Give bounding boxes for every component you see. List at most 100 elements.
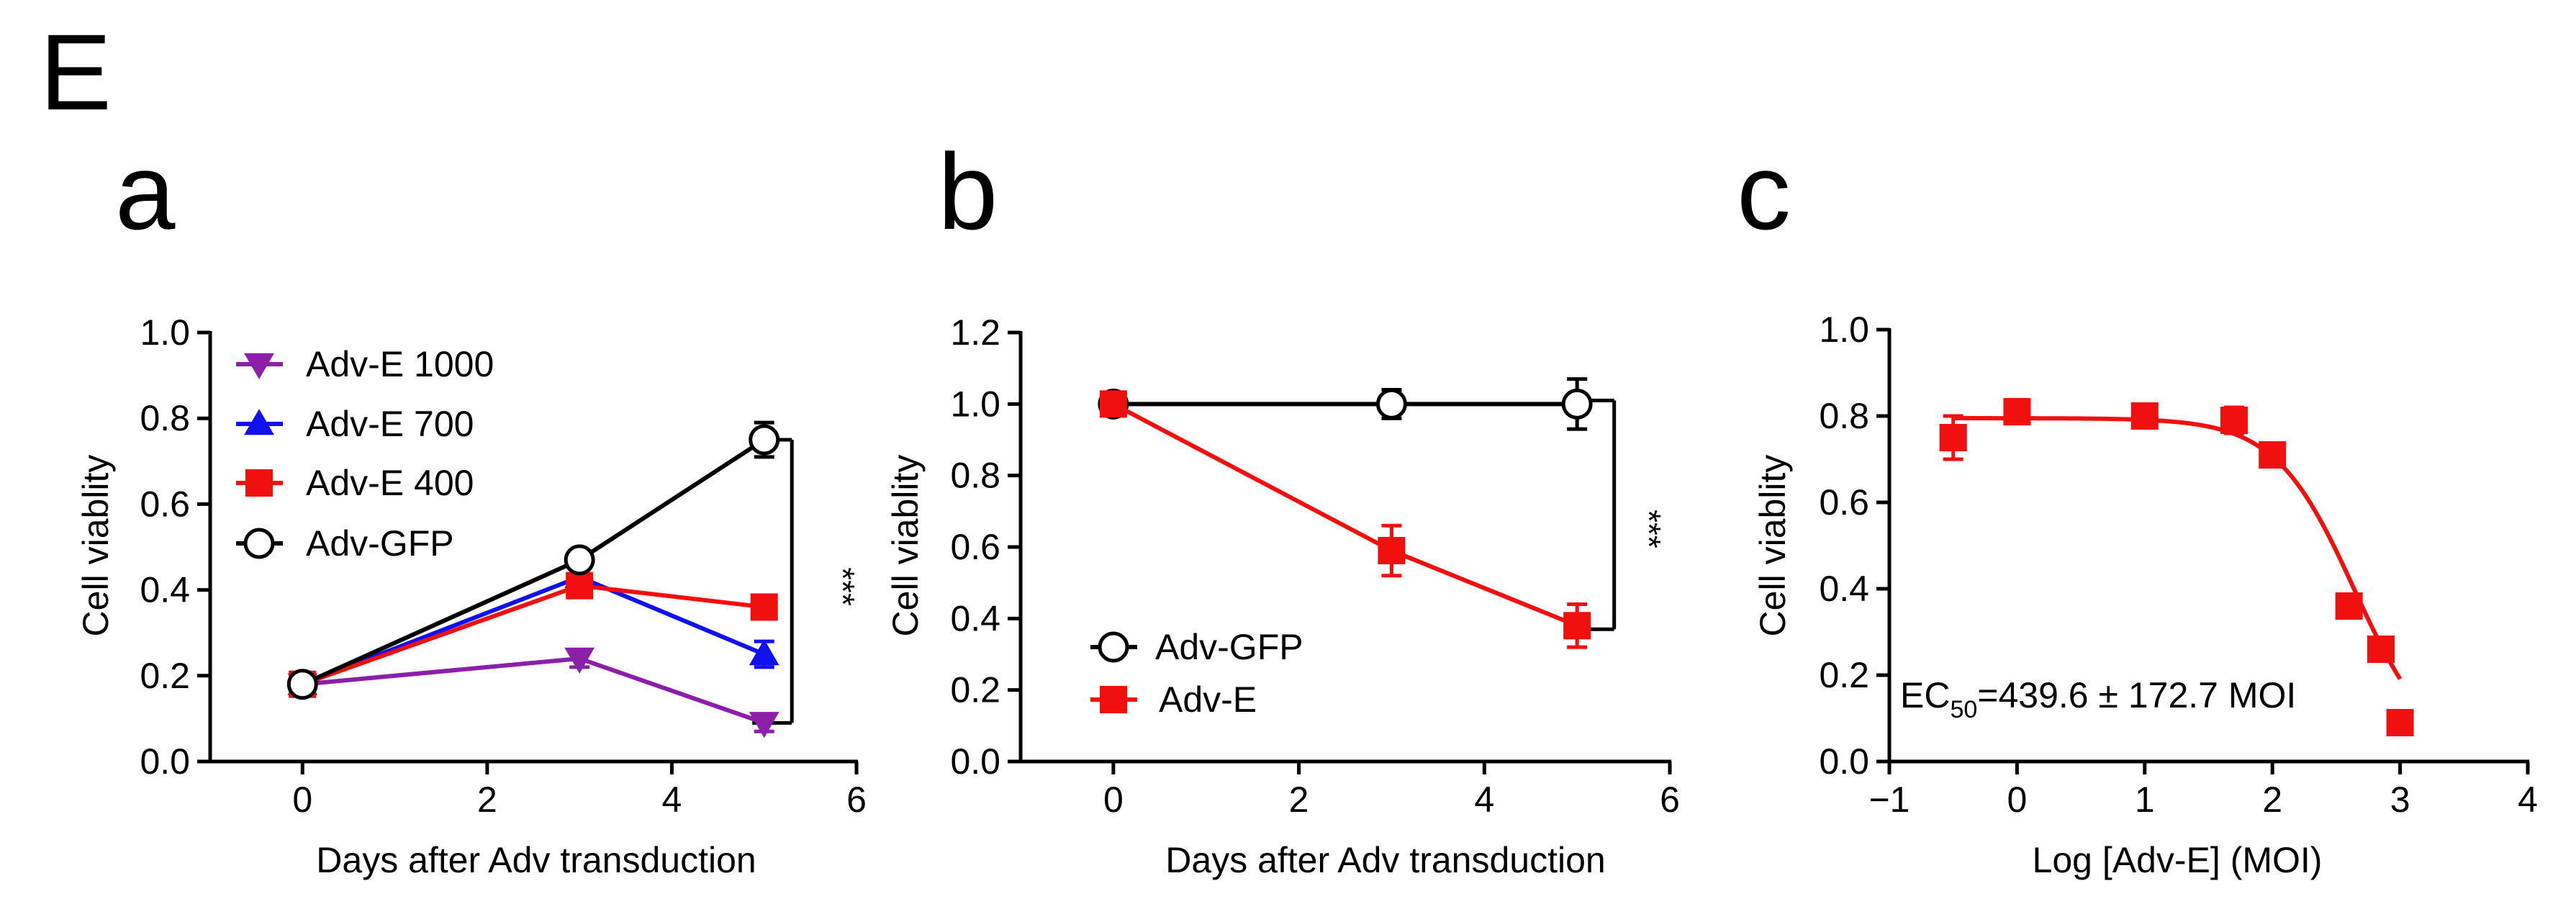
- x-tick-label: 2: [1289, 779, 1309, 820]
- series-adv-gfp: [1098, 377, 1593, 431]
- x-tick-label: 0: [2007, 779, 2027, 820]
- x-tick-label: 4: [662, 779, 682, 820]
- legend-label: Adv-GFP: [306, 523, 454, 564]
- legend-label: Adv-E: [1159, 679, 1257, 720]
- data-point: [566, 571, 594, 600]
- figure-label: E: [40, 12, 112, 132]
- y-tick-label: 0.6: [140, 484, 190, 524]
- ec50-annotation: EC50=439.6 ± 172.7 MOI: [1900, 675, 2296, 723]
- series-line: [302, 656, 765, 726]
- legend-marker-shape: [245, 469, 273, 497]
- x-tick-label: −1: [1868, 779, 1910, 820]
- panel-b-label: b: [938, 131, 998, 252]
- y-tick-label: 1.0: [140, 312, 190, 353]
- series-adv-gfp: [286, 420, 780, 700]
- panel-c-axes: −1 0 1 2 3 4 0.0 0.2 0.4 0.6 0.8 1.0: [1819, 309, 2537, 820]
- panel-b: b Days after Adv transduction Cell viabl…: [885, 131, 1680, 880]
- y-tick-label: 0.8: [950, 456, 1000, 496]
- panel-a-legend: Adv-E 1000 Adv-E 700 Adv-E 400 Adv-GFP: [236, 344, 494, 564]
- panel-b-x-axis-label: Days after Adv transduction: [1165, 840, 1605, 880]
- x-tick-label: 6: [1660, 779, 1680, 820]
- y-tick-label: 0.8: [1819, 396, 1869, 436]
- data-point: [2003, 398, 2031, 425]
- data-point: [2335, 592, 2363, 620]
- y-tick-label: 1.0: [1819, 309, 1869, 350]
- legend-entry-adv-e-700: Adv-E 700: [236, 404, 474, 444]
- x-tick-label: 4: [1474, 779, 1494, 820]
- ec50-prefix: EC: [1900, 675, 1950, 715]
- data-point: [2386, 709, 2414, 736]
- data-point: [749, 424, 780, 456]
- data-point: [2220, 407, 2248, 434]
- y-tick-label: 0.0: [950, 741, 1000, 782]
- legend-marker: [244, 409, 274, 435]
- series-line: [302, 583, 765, 687]
- data-point: [286, 669, 318, 700]
- data-point: [1375, 388, 1407, 420]
- data-point: [749, 639, 779, 666]
- x-tick-label: 1: [2135, 779, 2155, 820]
- y-tick-label: 0.2: [950, 670, 1000, 710]
- legend-entry-adv-e-1000: Adv-E 1000: [236, 344, 494, 384]
- data-point: [564, 647, 595, 674]
- panel-c-fit: [1953, 416, 2403, 680]
- y-tick-label: 1.2: [950, 312, 1000, 353]
- data-point: [1099, 390, 1127, 418]
- panel-b-legend: Adv-GFP Adv-E: [1090, 627, 1303, 720]
- legend-marker: [243, 528, 275, 559]
- panel-c: c Log [Adv-E] (MOI) Cell viablity −1 0 1 2 3…: [1737, 131, 2538, 880]
- panel-a-x-axis-label: Days after Adv transduction: [316, 840, 756, 880]
- y-tick-label: 1.0: [950, 384, 1000, 424]
- y-tick-label: 0.2: [1819, 655, 1869, 695]
- x-tick-label: 2: [477, 779, 497, 820]
- legend-entry-adv-e-400: Adv-E 400: [236, 463, 474, 503]
- significance-bracket: [1574, 398, 1617, 631]
- panel-b-axes: 0 2 4 6 0.0 0.2 0.4 0.6 0.8 1.0 1.2: [950, 312, 1679, 820]
- panel-a-y-axis-label: Cell viablity: [76, 455, 116, 637]
- panel-a-axes: 0 2 4 6 0.0 0.2 0.4 0.6 0.8 1.0: [140, 312, 866, 820]
- legend-label: Adv-GFP: [1155, 627, 1303, 667]
- legend-entry-adv-gfp: Adv-GFP: [236, 523, 454, 564]
- data-point: [2259, 441, 2287, 469]
- ec50-subscript: 50: [1950, 696, 1977, 723]
- series-adv-e: [1099, 390, 1591, 649]
- y-tick-label: 0.8: [140, 398, 190, 438]
- data-point: [1939, 424, 1967, 451]
- panel-c-label: c: [1737, 131, 1791, 252]
- y-tick-label: 0.4: [140, 570, 190, 610]
- panel-a-label: a: [115, 131, 176, 252]
- x-tick-label: 3: [2390, 779, 2410, 820]
- series-line: [1112, 402, 1578, 628]
- legend-marker-shape: [1098, 631, 1129, 663]
- data-point: [1563, 612, 1591, 640]
- legend-marker-shape: [1100, 686, 1127, 713]
- x-tick-label: 6: [846, 779, 867, 820]
- fit-curve: [1953, 416, 2403, 680]
- legend-marker: [244, 353, 274, 379]
- legend-entry-adv-e: Adv-E: [1090, 679, 1257, 720]
- data-point: [2130, 402, 2159, 430]
- y-tick-label: 0.0: [140, 741, 190, 782]
- y-tick-label: 0.4: [1819, 569, 1869, 609]
- legend-marker-shape: [243, 528, 275, 559]
- series-line: [302, 574, 765, 687]
- legend-marker-shape: [244, 409, 274, 435]
- legend-marker: [1100, 686, 1127, 713]
- panel-a-series: [286, 420, 780, 738]
- legend-marker-shape: [244, 353, 274, 379]
- data-point: [750, 593, 778, 621]
- panel-b-significance-label: ***: [1630, 510, 1668, 548]
- legend-marker: [1098, 631, 1129, 663]
- ec50-value: =439.6 ± 172.7 MOI: [1977, 675, 2296, 715]
- legend-label: Adv-E 400: [306, 463, 474, 503]
- panel-a-significance-label: ***: [824, 567, 862, 606]
- data-point: [749, 712, 779, 738]
- x-tick-label: 0: [292, 779, 312, 820]
- legend-entry-adv-gfp: Adv-GFP: [1090, 627, 1303, 667]
- panel-b-y-axis-label: Cell viablity: [885, 455, 926, 637]
- data-point: [564, 544, 595, 576]
- x-tick-label: 4: [2518, 779, 2538, 820]
- y-tick-label: 0.2: [140, 656, 190, 696]
- y-tick-label: 0.4: [950, 598, 1000, 638]
